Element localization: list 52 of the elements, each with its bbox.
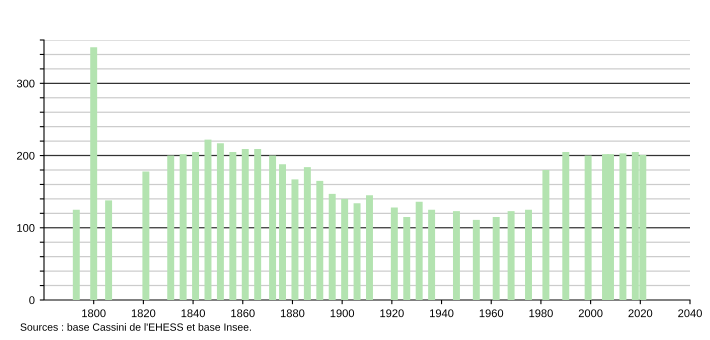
x-tick-label: 1800 xyxy=(82,309,106,318)
bar xyxy=(428,210,436,300)
bar xyxy=(316,180,324,300)
bar xyxy=(390,208,398,300)
x-tick-label: 1820 xyxy=(132,309,156,318)
bar xyxy=(403,216,410,300)
bar xyxy=(472,220,480,300)
x-tick-label: 1900 xyxy=(330,309,354,318)
bar xyxy=(304,167,311,300)
bar xyxy=(366,195,373,300)
bar xyxy=(542,170,550,300)
bar xyxy=(508,211,515,300)
bar xyxy=(167,156,174,300)
bar xyxy=(452,211,460,300)
bar xyxy=(269,156,276,300)
bar xyxy=(90,47,98,300)
bar xyxy=(619,153,626,300)
source-note: Sources : base Cassini de l'EHESS et base Insee. xyxy=(20,323,251,331)
bar xyxy=(354,203,361,300)
bar xyxy=(525,210,532,300)
x-tick-label: 2040 xyxy=(678,309,702,318)
x-tick-label: 2020 xyxy=(628,309,652,318)
bar xyxy=(72,210,80,300)
bar xyxy=(254,149,262,300)
x-tick-label: 1840 xyxy=(182,309,205,318)
bar xyxy=(328,194,336,300)
bar xyxy=(216,143,224,300)
bar xyxy=(105,200,112,300)
x-tick-label: 1920 xyxy=(380,309,404,318)
bar xyxy=(416,202,423,300)
bar xyxy=(180,154,187,300)
bar xyxy=(229,152,236,300)
bar xyxy=(192,152,200,300)
bar xyxy=(279,164,286,300)
y-tick-label: 100 xyxy=(17,224,35,232)
y-tick-label: 200 xyxy=(16,152,35,160)
bar xyxy=(341,198,348,300)
x-tick-label: 1880 xyxy=(280,309,304,318)
y-tick-label: 300 xyxy=(16,80,35,88)
x-tick-label: 1960 xyxy=(480,309,504,318)
bar xyxy=(492,216,500,300)
bar xyxy=(204,140,212,300)
y-tick-label: 0 xyxy=(29,296,35,304)
bar xyxy=(142,171,150,300)
bar xyxy=(584,156,592,300)
x-tick-label: 2000 xyxy=(578,309,603,318)
x-tick-label: 1940 xyxy=(430,309,454,318)
bar xyxy=(242,149,249,300)
bar xyxy=(291,179,298,300)
x-tick-label: 1860 xyxy=(231,309,255,318)
x-tick-label: 1980 xyxy=(529,309,553,318)
bar xyxy=(562,152,570,300)
